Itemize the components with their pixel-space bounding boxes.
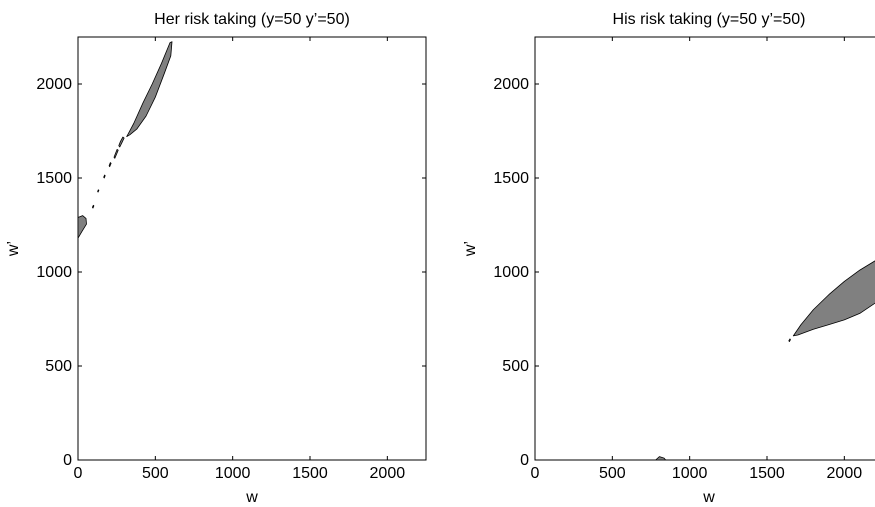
x-axis-label: w: [702, 489, 715, 506]
region-dot-1: [788, 338, 791, 343]
chart-title: Her risk taking (y=50 y’=50): [154, 11, 350, 28]
x-tick-label: 500: [599, 465, 626, 482]
region-fleck-1: [118, 136, 125, 148]
region-upper-band: [126, 41, 173, 138]
y-tick-label: 1500: [493, 170, 529, 187]
y-tick-label: 1000: [493, 264, 529, 281]
y-tick-label: 500: [502, 358, 529, 375]
y-axis-label: w’: [5, 241, 22, 257]
x-tick-label: 1000: [215, 465, 251, 482]
y-tick-label: 1500: [36, 170, 72, 187]
region-fleck-2: [113, 148, 119, 159]
y-tick-label: 0: [63, 452, 72, 469]
region-fleck-5: [97, 189, 100, 193]
region-fleck-4: [103, 174, 106, 179]
x-tick-label: 1500: [292, 465, 328, 482]
region-dot-2: [655, 456, 667, 461]
x-tick-label: 1000: [672, 465, 708, 482]
x-axis-label: w: [245, 489, 258, 506]
region-left-blob: [77, 215, 87, 239]
panel-his-risk-taking: 0 500 1000 1500 2000 0 500 1000 1500 2000 His risk…: [462, 11, 875, 506]
y-tick-label: 1000: [36, 264, 72, 281]
y-tick-label: 2000: [493, 76, 529, 93]
region-band: [792, 260, 875, 337]
chart-title: His risk taking (y=50 y’=50): [613, 11, 806, 28]
x-tick-label: 2000: [370, 465, 406, 482]
x-tick-label: 0: [74, 465, 83, 482]
y-tick-label: 0: [520, 452, 529, 469]
plot-area: [77, 36, 427, 461]
y-tick-label: 500: [45, 358, 72, 375]
x-tick-label: 1500: [749, 465, 785, 482]
y-tick-label: 2000: [36, 76, 72, 93]
region-fleck-6: [92, 204, 95, 209]
plot-area: [534, 36, 875, 461]
panel-her-risk-taking: 0 500 1000 1500 2000 0 500 1000 1500 2000 Her risk…: [5, 11, 427, 506]
y-axis-label: w’: [462, 241, 479, 257]
x-tick-label: 0: [531, 465, 540, 482]
x-tick-label: 500: [142, 465, 169, 482]
x-tick-label: 2000: [827, 465, 863, 482]
region-fleck-3: [108, 162, 112, 168]
